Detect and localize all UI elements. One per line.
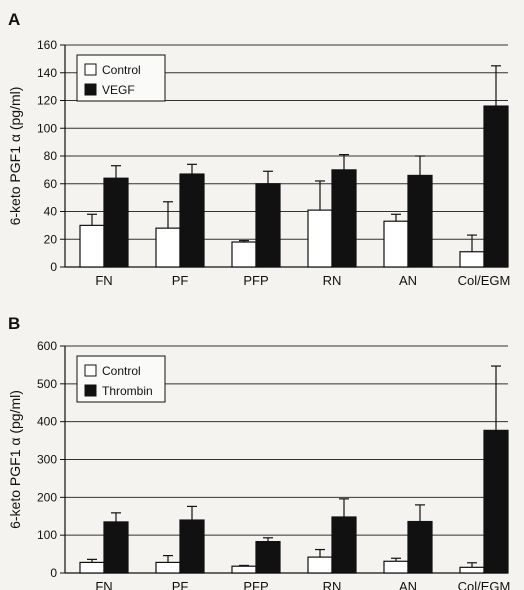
bar-control-col-egm [459, 566, 485, 574]
bar-thrombin-pf [179, 519, 205, 574]
y-tick-label: 20 [44, 232, 58, 246]
legend-swatch [84, 364, 97, 377]
y-tick-label: 100 [37, 528, 57, 542]
x-tick-label: Col/EGM [458, 273, 511, 288]
bar-control-an [383, 220, 409, 268]
bar-control-pfp [231, 241, 257, 268]
bar-thrombin-pfp [255, 540, 281, 574]
x-tick-label: AN [399, 579, 417, 590]
bar-control-fn [79, 224, 105, 268]
bar-thrombin-fn [103, 521, 129, 574]
y-tick-label: 120 [37, 94, 57, 108]
x-tick-label: RN [323, 273, 342, 288]
legend-swatch [84, 384, 97, 397]
y-tick-label: 80 [44, 149, 58, 163]
x-tick-label: PFP [243, 579, 268, 590]
y-tick-label: 500 [37, 377, 57, 391]
bar-control-rn [307, 209, 333, 268]
legend-label: VEGF [102, 83, 135, 97]
bar-thrombin-col-egm [483, 429, 509, 574]
legend: Control VEGF [76, 54, 166, 102]
x-tick-label: PF [172, 579, 189, 590]
bar-control-an [383, 560, 409, 574]
x-tick-label: FN [95, 273, 112, 288]
legend-swatch [84, 63, 97, 76]
x-tick-label: AN [399, 273, 417, 288]
y-tick-label: 140 [37, 66, 57, 80]
y-tick-label: 60 [44, 177, 58, 191]
bar-control-fn [79, 561, 105, 574]
panel-b-label: B [8, 314, 21, 333]
bar-vegf-fn [103, 177, 129, 268]
bar-thrombin-an [407, 520, 433, 574]
y-tick-label: 40 [44, 205, 58, 219]
legend-label: Thrombin [102, 384, 153, 398]
bar-thrombin-rn [331, 516, 357, 574]
y-tick-label: 200 [37, 490, 57, 504]
y-tick-label: 400 [37, 415, 57, 429]
bar-vegf-col-egm [483, 105, 509, 268]
x-tick-label: PFP [243, 273, 268, 288]
legend-swatch [84, 83, 97, 96]
bar-control-col-egm [459, 251, 485, 268]
chart-panel-b: 0 100 200 300 400 500 600 6-keto PGF1 α (pg/ml)… [7, 339, 511, 590]
chart-panel-a: 0 20 40 60 80 100 120 140 160 6-keto PGF1 α (pg/m… [7, 38, 511, 288]
y-tick-label: 300 [37, 453, 57, 467]
bar-vegf-pf [179, 173, 205, 268]
y-axis-label: 6-keto PGF1 α (pg/ml) [7, 390, 23, 529]
y-tick-label: 600 [37, 339, 57, 353]
x-tick-label: RN [323, 579, 342, 590]
bar-control-pfp [231, 565, 257, 574]
bar-vegf-pfp [255, 183, 281, 268]
y-tick-label: 160 [37, 38, 57, 52]
bar-control-pf [155, 561, 181, 574]
panel-a-label: A [8, 10, 21, 29]
legend-label: Control [102, 364, 141, 378]
y-tick-label: 0 [50, 566, 57, 580]
bar-control-pf [155, 227, 181, 268]
y-tick-label: 0 [50, 260, 57, 274]
bar-vegf-rn [331, 169, 357, 268]
y-axis-label: 6-keto PGF1 α (pg/ml) [7, 87, 23, 226]
legend: Control Thrombin [76, 355, 166, 403]
x-tick-label: FN [95, 579, 112, 590]
bar-control-rn [307, 556, 333, 574]
x-tick-label: Col/EGM [458, 579, 511, 590]
bar-vegf-an [407, 174, 433, 268]
legend-label: Control [102, 63, 141, 77]
y-tick-label: 100 [37, 121, 57, 135]
x-tick-label: PF [172, 273, 189, 288]
